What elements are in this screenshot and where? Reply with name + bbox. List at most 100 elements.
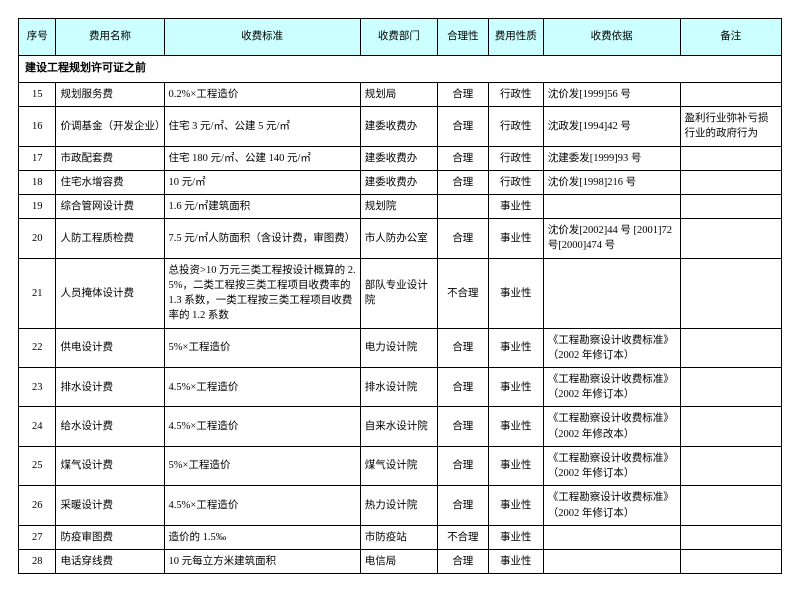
cell-std: 7.5 元/㎡人防面积（含设计费，审图费） <box>164 219 360 258</box>
col-header-nat: 费用性质 <box>488 19 543 56</box>
col-header-idx: 序号 <box>19 19 56 56</box>
cell-idx: 16 <box>19 107 56 146</box>
section-row: 建设工程规划许可证之前 <box>19 56 782 83</box>
cell-nat: 行政性 <box>488 82 543 106</box>
col-header-rea: 合理性 <box>437 19 488 56</box>
fees-table: 序号费用名称收费标准收费部门合理性费用性质收费依据备注 建设工程规划许可证之前1… <box>18 18 782 574</box>
cell-basis: 《工程勘察设计收费标准》（2002 年修订本） <box>543 486 680 525</box>
col-header-std: 收费标准 <box>164 19 360 56</box>
cell-basis: 沈价发[2002]44 号 [2001]72 号[2000]474 号 <box>543 219 680 258</box>
cell-dept: 规划院 <box>360 195 437 219</box>
cell-idx: 21 <box>19 258 56 328</box>
cell-note <box>680 525 781 549</box>
cell-note <box>680 486 781 525</box>
cell-idx: 20 <box>19 219 56 258</box>
cell-name: 人防工程质检费 <box>56 219 164 258</box>
cell-rea <box>437 195 488 219</box>
cell-rea: 合理 <box>437 107 488 146</box>
cell-std: 10 元/㎡ <box>164 170 360 194</box>
cell-name: 煤气设计费 <box>56 446 164 485</box>
cell-idx: 28 <box>19 549 56 573</box>
cell-nat: 事业性 <box>488 525 543 549</box>
cell-note <box>680 407 781 446</box>
cell-nat: 事业性 <box>488 407 543 446</box>
cell-idx: 26 <box>19 486 56 525</box>
table-row: 27防疫审图费造价的 1.5‰市防疫站不合理事业性 <box>19 525 782 549</box>
cell-basis: 《工程勘察设计收费标准》（2002 年修改本） <box>543 407 680 446</box>
cell-dept: 煤气设计院 <box>360 446 437 485</box>
cell-basis: 沈建委发[1999]93 号 <box>543 146 680 170</box>
cell-note <box>680 195 781 219</box>
cell-nat: 事业性 <box>488 219 543 258</box>
cell-basis: 《工程勘察设计收费标准》（2002 年修订本） <box>543 446 680 485</box>
cell-dept: 电力设计院 <box>360 328 437 367</box>
cell-nat: 事业性 <box>488 446 543 485</box>
cell-dept: 排水设计院 <box>360 368 437 407</box>
table-row: 16价调基金（开发企业）住宅 3 元/㎡、公建 5 元/㎡建委收费办合理行政性沈… <box>19 107 782 146</box>
cell-idx: 27 <box>19 525 56 549</box>
cell-basis <box>543 525 680 549</box>
cell-std: 5%×工程造价 <box>164 446 360 485</box>
table-row: 28电话穿线费10 元每立方米建筑面积电信局合理事业性 <box>19 549 782 573</box>
cell-std: 4.5%×工程造价 <box>164 407 360 446</box>
cell-note <box>680 446 781 485</box>
cell-note <box>680 328 781 367</box>
col-header-note: 备注 <box>680 19 781 56</box>
cell-rea: 合理 <box>437 219 488 258</box>
cell-idx: 23 <box>19 368 56 407</box>
col-header-dept: 收费部门 <box>360 19 437 56</box>
cell-std: 4.5%×工程造价 <box>164 486 360 525</box>
cell-idx: 15 <box>19 82 56 106</box>
section-title: 建设工程规划许可证之前 <box>19 56 782 83</box>
cell-dept: 规划局 <box>360 82 437 106</box>
cell-rea: 合理 <box>437 486 488 525</box>
cell-basis <box>543 195 680 219</box>
table-row: 25煤气设计费5%×工程造价煤气设计院合理事业性《工程勘察设计收费标准》（200… <box>19 446 782 485</box>
table-row: 23排水设计费4.5%×工程造价排水设计院合理事业性《工程勘察设计收费标准》（2… <box>19 368 782 407</box>
cell-basis <box>543 258 680 328</box>
cell-rea: 不合理 <box>437 258 488 328</box>
cell-name: 供电设计费 <box>56 328 164 367</box>
cell-rea: 合理 <box>437 328 488 367</box>
cell-dept: 建委收费办 <box>360 146 437 170</box>
cell-rea: 合理 <box>437 407 488 446</box>
cell-dept: 建委收费办 <box>360 170 437 194</box>
cell-rea: 合理 <box>437 368 488 407</box>
table-row: 18住宅水增容费10 元/㎡建委收费办合理行政性沈价发[1998]216 号 <box>19 170 782 194</box>
cell-nat: 行政性 <box>488 170 543 194</box>
cell-note <box>680 219 781 258</box>
cell-std: 住宅 180 元/㎡、公建 140 元/㎡ <box>164 146 360 170</box>
cell-nat: 事业性 <box>488 258 543 328</box>
cell-name: 防疫审图费 <box>56 525 164 549</box>
cell-dept: 电信局 <box>360 549 437 573</box>
cell-std: 总投资>10 万元三类工程按设计概算的 2.5%，二类工程按三类工程项目收费率的… <box>164 258 360 328</box>
cell-rea: 合理 <box>437 170 488 194</box>
cell-name: 采暖设计费 <box>56 486 164 525</box>
cell-idx: 17 <box>19 146 56 170</box>
cell-note <box>680 258 781 328</box>
cell-dept: 建委收费办 <box>360 107 437 146</box>
cell-note <box>680 368 781 407</box>
table-row: 19综合管网设计费1.6 元/㎡建筑面积规划院事业性 <box>19 195 782 219</box>
cell-nat: 事业性 <box>488 328 543 367</box>
col-header-basis: 收费依据 <box>543 19 680 56</box>
cell-name: 给水设计费 <box>56 407 164 446</box>
cell-idx: 18 <box>19 170 56 194</box>
table-row: 24给水设计费4.5%×工程造价自来水设计院合理事业性《工程勘察设计收费标准》（… <box>19 407 782 446</box>
table-row: 22供电设计费5%×工程造价电力设计院合理事业性《工程勘察设计收费标准》（200… <box>19 328 782 367</box>
cell-nat: 事业性 <box>488 486 543 525</box>
table-row: 20人防工程质检费7.5 元/㎡人防面积（含设计费，审图费）市人防办公室合理事业… <box>19 219 782 258</box>
cell-nat: 行政性 <box>488 107 543 146</box>
cell-nat: 事业性 <box>488 195 543 219</box>
cell-note <box>680 170 781 194</box>
cell-basis: 沈政发[1994]42 号 <box>543 107 680 146</box>
cell-rea: 合理 <box>437 549 488 573</box>
cell-name: 排水设计费 <box>56 368 164 407</box>
cell-note: 盈利行业弥补亏损行业的政府行为 <box>680 107 781 146</box>
cell-idx: 24 <box>19 407 56 446</box>
table-header-row: 序号费用名称收费标准收费部门合理性费用性质收费依据备注 <box>19 19 782 56</box>
cell-dept: 热力设计院 <box>360 486 437 525</box>
table-row: 17市政配套费住宅 180 元/㎡、公建 140 元/㎡建委收费办合理行政性沈建… <box>19 146 782 170</box>
cell-rea: 合理 <box>437 82 488 106</box>
cell-note <box>680 146 781 170</box>
